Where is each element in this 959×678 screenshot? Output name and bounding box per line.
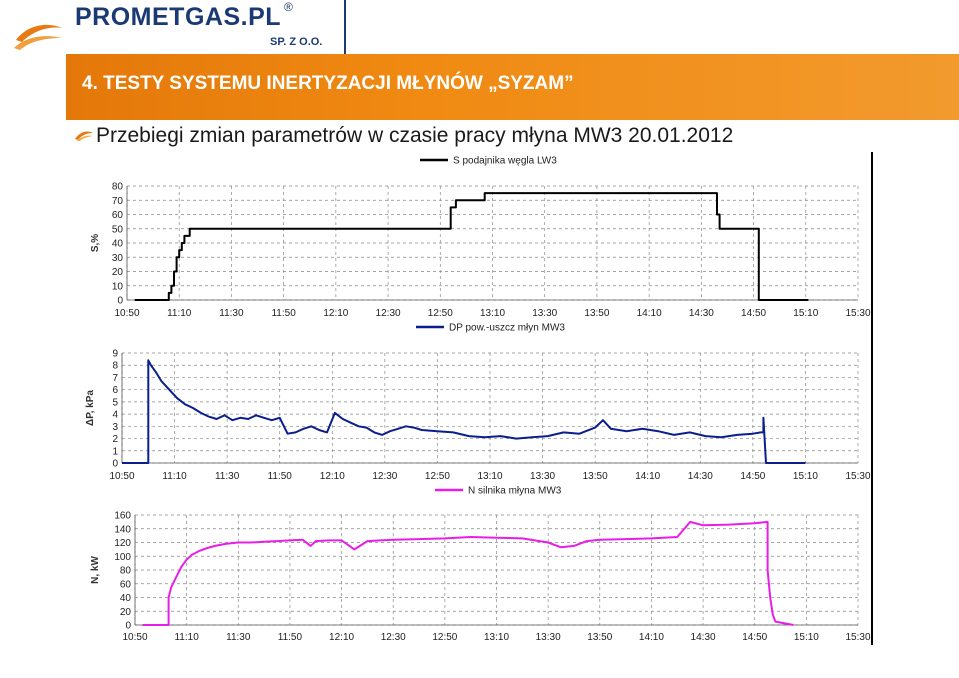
- y-tick-label: 30: [112, 253, 124, 264]
- logo-name: PROMETGAS.PL: [75, 3, 282, 31]
- x-tick-label: 11:10: [162, 471, 187, 482]
- x-tick-label: 13:50: [584, 308, 609, 319]
- x-tick-label: 12:10: [323, 308, 348, 319]
- x-tick-label: 14:50: [740, 471, 765, 482]
- y-tick-label: 9: [112, 349, 118, 360]
- y-axis-label: ΔP, kPa: [85, 390, 96, 426]
- x-tick-label: 11:30: [226, 632, 251, 643]
- x-tick-label: 13:10: [484, 632, 509, 643]
- y-tick-label: 120: [114, 538, 131, 549]
- y-tick-label: 100: [114, 552, 131, 563]
- y-tick-label: 140: [114, 524, 131, 535]
- registered-mark: ®: [284, 0, 293, 14]
- x-tick-label: 14:10: [635, 471, 660, 482]
- x-tick-label: 15:30: [845, 308, 870, 319]
- x-tick-label: 12:30: [381, 632, 406, 643]
- flame-logo-icon: [14, 24, 62, 50]
- y-tick-label: 5: [112, 397, 118, 408]
- x-tick-label: 12:50: [425, 471, 450, 482]
- x-tick-label: 11:50: [278, 632, 303, 643]
- x-tick-label: 15:10: [794, 632, 819, 643]
- x-tick-label: 15:30: [845, 632, 870, 643]
- chart-3: 0 20 40 60 80 100 120 140 160 10:50 11:10 11:30 11:5…: [90, 486, 871, 644]
- y-tick-label: 7: [112, 373, 118, 384]
- legend-label: S podajnika węgla LW3: [453, 156, 557, 167]
- x-tick-label: 15:10: [793, 308, 818, 319]
- y-tick-label: 3: [112, 422, 118, 433]
- y-tick-label: 0: [125, 621, 131, 632]
- y-tick-label: 0: [112, 459, 118, 470]
- x-tick-label: 14:50: [741, 308, 766, 319]
- x-tick-label: 14:10: [639, 632, 664, 643]
- x-tick-label: 12:10: [329, 632, 354, 643]
- x-tick-label: 12:10: [320, 471, 345, 482]
- chart-1: 0 10 20 30 40 50 60 70 80 10:50 11:10 11:30 11:50 12:…: [90, 156, 871, 320]
- x-tick-label: 14:30: [691, 632, 716, 643]
- x-tick-label: 11:30: [215, 471, 240, 482]
- y-tick-label: 6: [112, 385, 118, 396]
- x-tick-label: 12:30: [372, 471, 397, 482]
- x-tick-label: 15:30: [845, 471, 870, 482]
- logo-divider: [344, 0, 346, 54]
- x-tick-label: 13:30: [536, 632, 561, 643]
- x-tick-label: 13:10: [477, 471, 502, 482]
- x-tick-label: 13:50: [583, 471, 608, 482]
- x-tick-label: 11:50: [271, 308, 296, 319]
- series-line: [134, 192, 809, 301]
- y-axis-label: S,%: [90, 234, 101, 252]
- y-tick-label: 60: [120, 579, 132, 590]
- title-banner: 4. TESTY SYSTEMU INERTYZACJI MŁYNÓW „SYZ…: [66, 54, 959, 120]
- x-tick-label: 12:30: [376, 308, 401, 319]
- x-tick-label: 13:10: [480, 308, 505, 319]
- y-tick-label: 160: [114, 511, 131, 522]
- y-tick-label: 1: [112, 446, 118, 457]
- x-tick-label: 11:50: [268, 471, 293, 482]
- y-tick-label: 50: [112, 224, 124, 235]
- page-title: 4. TESTY SYSTEMU INERTYZACJI MŁYNÓW „SYZ…: [82, 73, 574, 94]
- x-tick-label: 12:50: [428, 308, 453, 319]
- y-tick-label: 0: [117, 296, 123, 307]
- x-tick-label: 15:10: [793, 471, 818, 482]
- x-tick-label: 10:50: [122, 632, 147, 643]
- x-tick-label: 10:50: [114, 308, 139, 319]
- company-logo: PROMETGAS.PL ® SP. Z O.O.: [0, 0, 346, 54]
- y-axis-label: N, kW: [90, 556, 101, 584]
- y-tick-label: 70: [112, 196, 124, 207]
- x-tick-label: 11:30: [219, 308, 244, 319]
- x-tick-label: 14:30: [689, 308, 714, 319]
- series-line: [122, 359, 806, 464]
- y-tick-label: 80: [112, 182, 124, 193]
- x-tick-label: 11:10: [167, 308, 192, 319]
- y-tick-label: 20: [120, 607, 132, 618]
- x-tick-label: 14:30: [688, 471, 713, 482]
- logo-subname: SP. Z O.O.: [270, 36, 323, 48]
- x-tick-label: 14:10: [637, 308, 662, 319]
- x-tick-label: 13:50: [587, 632, 612, 643]
- y-tick-label: 20: [112, 267, 124, 278]
- y-tick-label: 40: [120, 593, 132, 604]
- x-tick-label: 14:50: [742, 632, 767, 643]
- x-tick-label: 12:50: [432, 632, 457, 643]
- y-tick-label: 40: [112, 239, 124, 250]
- series-line: [142, 520, 794, 626]
- y-tick-label: 60: [112, 210, 124, 221]
- y-tick-label: 2: [112, 434, 118, 445]
- legend-label: N silnika młyna MW3: [468, 486, 562, 497]
- x-tick-label: 13:30: [530, 471, 555, 482]
- slide-subtitle: Przebiegi zmian parametrów w czasie prac…: [96, 124, 734, 147]
- y-tick-label: 80: [120, 566, 132, 577]
- y-tick-label: 4: [112, 410, 118, 421]
- legend-label: DP pow.-uszcz młyn MW3: [449, 323, 565, 334]
- x-tick-label: 11:10: [174, 632, 199, 643]
- y-tick-label: 8: [112, 361, 118, 372]
- x-tick-label: 13:30: [532, 308, 557, 319]
- y-tick-label: 10: [112, 281, 124, 292]
- bullet-icon: [75, 131, 93, 141]
- x-tick-label: 10:50: [109, 471, 134, 482]
